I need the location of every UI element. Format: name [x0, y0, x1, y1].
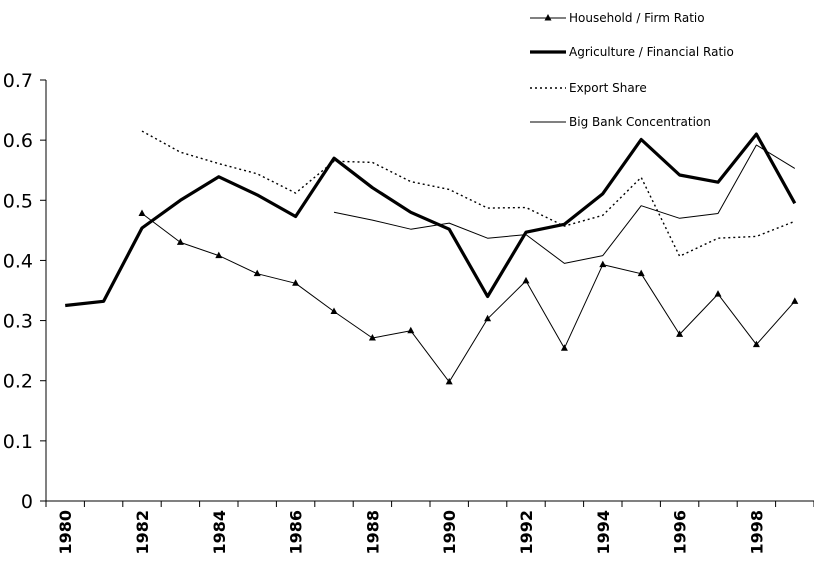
data-point-marker: [791, 297, 799, 304]
data-point-marker: [445, 377, 453, 385]
x-tick-label: 1984: [210, 510, 229, 555]
data-point-marker: [484, 314, 492, 322]
legend-label: Agriculture / Financial Ratio: [569, 45, 734, 59]
y-tick-label: 0: [21, 491, 33, 513]
series-line-2: [141, 130, 796, 257]
data-point-marker: [176, 238, 184, 245]
y-tick-label: 0.3: [3, 311, 33, 333]
series-line-3: [333, 144, 796, 264]
series-line-1: [65, 132, 797, 308]
x-tick-label: 1982: [133, 510, 152, 555]
plot-area: [65, 130, 799, 385]
y-axis-ticks: 0 0.1 0.2 0.3 0.4 0.5 0.6 0.7: [3, 70, 46, 513]
y-tick-label: 0.6: [3, 130, 33, 152]
x-tick-label: 1996: [671, 510, 690, 555]
legend-label: Export Share: [569, 81, 647, 95]
legend-label: Household / Firm Ratio: [569, 11, 705, 25]
data-point-marker: [368, 334, 376, 341]
legend: Household / Firm Ratio Agriculture / Fina…: [530, 11, 734, 129]
data-point-marker: [253, 269, 261, 277]
x-tick-label: 1994: [594, 510, 613, 555]
data-point-marker: [215, 251, 223, 259]
x-tick-label: 1980: [56, 510, 75, 555]
x-axis-ticks: 1980 1982 1984 1986 1988 1990 1992 1994 1996 1998: [45, 501, 814, 555]
x-tick-label: 1988: [363, 510, 382, 555]
series-line-0: [141, 213, 796, 383]
data-point-marker: [637, 269, 645, 277]
data-point-marker: [292, 279, 300, 286]
data-point-marker: [599, 260, 607, 268]
data-point-marker: [752, 340, 760, 348]
data-point-marker: [138, 209, 146, 217]
x-tick-label: 1998: [747, 510, 766, 555]
data-point-marker: [676, 330, 684, 337]
data-point-marker: [330, 307, 338, 315]
x-tick-label: 1986: [287, 510, 306, 555]
data-point-marker: [560, 344, 568, 351]
legend-marker: [544, 14, 552, 21]
y-tick-label: 0.2: [3, 371, 33, 393]
y-tick-label: 0.7: [3, 70, 33, 92]
legend-label: Big Bank Concentration: [569, 115, 711, 129]
axes: 00.10.20.30.40.50.60.7 1980 1982 1984 1986 1…: [3, 70, 814, 555]
data-point-marker: [407, 326, 415, 334]
x-tick-label: 1992: [517, 510, 536, 555]
x-tick-label: 1990: [440, 510, 459, 555]
data-point-marker: [714, 290, 722, 297]
data-point-marker: [522, 276, 530, 284]
y-tick-label: 0.4: [3, 250, 33, 272]
y-tick-label: 0.1: [3, 431, 33, 453]
y-tick-label: 0.5: [3, 190, 33, 212]
